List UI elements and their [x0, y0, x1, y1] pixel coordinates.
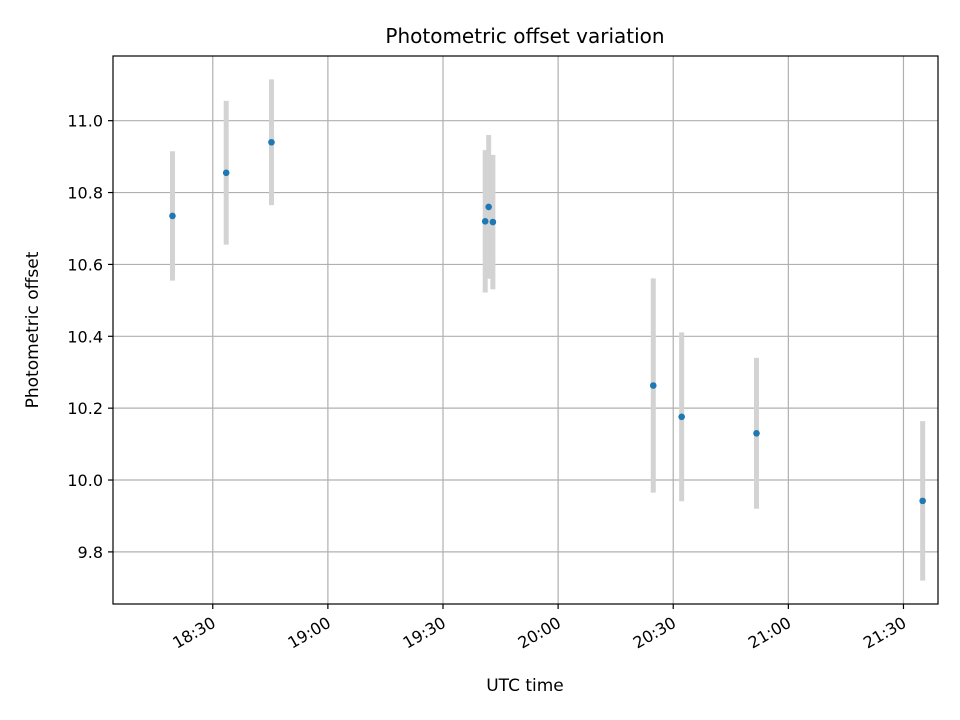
plot-frame: [112, 55, 939, 605]
y-tick-label: 10.8: [67, 184, 103, 203]
x-tick-label: 20:00: [515, 613, 564, 653]
chart-title: Photometric offset variation: [385, 24, 664, 48]
data-point: [678, 413, 685, 421]
x-tick-label: 18:30: [169, 613, 218, 653]
y-tick-label: 10.2: [67, 399, 103, 418]
y-tick-label: 10.4: [67, 327, 103, 346]
x-tick-label: 20:30: [630, 613, 679, 653]
data-point: [489, 218, 497, 226]
y-axis-label: Photometric offset: [23, 251, 43, 408]
data-point: [649, 382, 657, 389]
data-points: [169, 138, 926, 505]
y-tick-label: 9.8: [78, 543, 103, 562]
x-tick-label: 21:30: [860, 613, 909, 653]
y-tick-label: 10.0: [67, 471, 103, 490]
error-bars: [169, 79, 926, 581]
x-tick-label: 19:00: [284, 613, 333, 653]
x-tick-label: 21:00: [745, 613, 794, 653]
y-tick-label: 10.6: [67, 255, 103, 274]
data-point: [481, 217, 489, 225]
data-point: [169, 212, 176, 220]
x-axis-label: UTC time: [486, 676, 564, 696]
x-tick-label: 19:30: [400, 613, 449, 653]
data-point: [753, 430, 760, 437]
data-point: [222, 169, 230, 177]
data-point: [268, 138, 275, 146]
y-tick-label: 11.0: [67, 112, 103, 131]
grid-lines: [113, 56, 938, 604]
data-point: [485, 203, 492, 211]
data-point: [919, 497, 926, 505]
